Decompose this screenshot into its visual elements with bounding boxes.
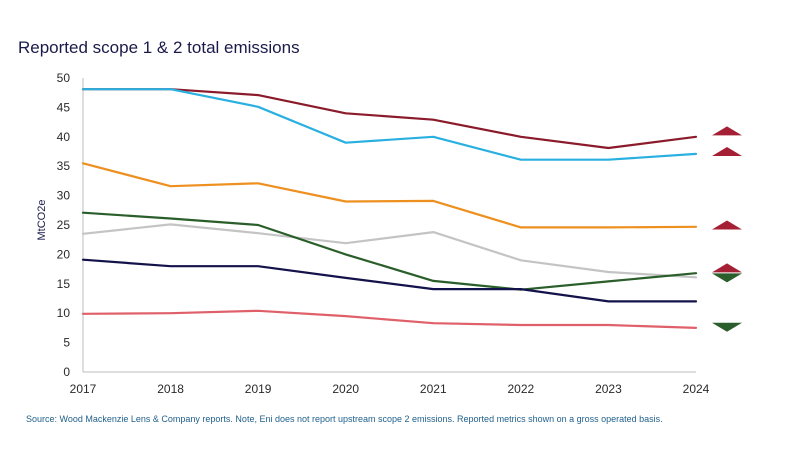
series-lines [81, 88, 698, 329]
x-tick-label: 2019 [245, 382, 272, 396]
y-tick-label: 5 [63, 336, 70, 350]
trend-up-marker-1 [712, 126, 742, 136]
series-line-6 [81, 258, 698, 303]
y-tick-label: 40 [57, 130, 71, 144]
series-line-5 [81, 211, 698, 291]
trend-up-marker-4 [712, 263, 742, 273]
y-tick-label: 45 [57, 100, 71, 114]
x-tick-label: 2020 [332, 382, 359, 396]
y-tick-label: 50 [57, 71, 71, 85]
trend-down-marker-5 [712, 273, 742, 283]
series-line-3 [81, 162, 698, 229]
y-tick-label: 0 [63, 365, 70, 379]
series-line-4 [81, 223, 698, 279]
x-tick-label: 2018 [157, 382, 184, 396]
x-tick-label: 2023 [595, 382, 622, 396]
y-tick-label: 15 [57, 277, 71, 291]
source-note: Source: Wood Mackenzie Lens & Company re… [26, 414, 663, 424]
trend-up-marker-2 [712, 147, 742, 156]
y-tick-label: 20 [57, 247, 71, 261]
y-tick-label: 10 [57, 306, 71, 320]
series-line-1 [81, 88, 698, 150]
series-line-7 [81, 309, 698, 329]
trend-down-marker-6 [712, 322, 742, 332]
chart-title: Reported scope 1 & 2 total emissions [18, 38, 300, 57]
trend-up-marker-3 [712, 220, 742, 230]
axes: 0 5 10 15 20 25 30 35 40 45 50 2017 2018 2019 2020 2021… [57, 71, 710, 396]
x-tick-label: 2021 [420, 382, 447, 396]
x-tick-label: 2024 [683, 382, 710, 396]
y-tick-label: 30 [57, 189, 71, 203]
y-tick-label: 35 [57, 159, 71, 173]
series-line-2 [81, 88, 698, 161]
x-tick-label: 2017 [70, 382, 97, 396]
y-tick-label: 25 [57, 218, 71, 232]
trend-markers [712, 126, 742, 332]
x-tick-label: 2022 [508, 382, 535, 396]
